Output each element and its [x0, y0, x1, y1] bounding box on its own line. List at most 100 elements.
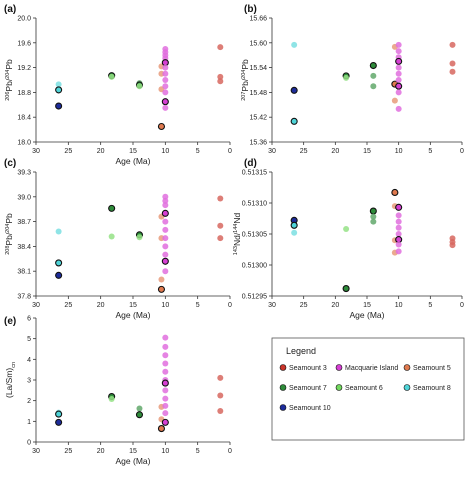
x-tick-label: 30 — [32, 148, 40, 155]
x-tick-label: 5 — [196, 148, 200, 155]
y-tick-label: 0.51310 — [242, 201, 267, 208]
x-tick-label: 25 — [64, 448, 72, 455]
data-point — [217, 392, 224, 399]
data-point — [162, 218, 169, 225]
data-point — [162, 70, 169, 77]
data-point — [395, 224, 402, 231]
data-point — [55, 259, 63, 267]
data-point — [157, 285, 166, 293]
data-point — [162, 410, 169, 417]
data-point — [162, 251, 169, 258]
data-point — [370, 72, 377, 79]
panel-4: (d) 0.51295 0.51300 0.51305 0.51310 0.51315 30… — [232, 158, 464, 320]
data-point — [161, 98, 169, 106]
data-point — [449, 242, 456, 249]
data-point — [395, 241, 402, 248]
y-axis-title: (La/Sm)cn — [4, 362, 17, 398]
data-point — [395, 64, 402, 71]
data-point — [162, 104, 169, 111]
data-point — [55, 81, 62, 88]
y-axis-title: 207Pb/204Pb — [240, 59, 250, 101]
data-point — [108, 233, 115, 240]
y-tick-label: 1 — [27, 419, 31, 426]
data-point — [162, 395, 169, 402]
data-point — [55, 271, 63, 279]
legend-marker — [335, 384, 343, 391]
data-point — [162, 268, 169, 275]
x-axis-title: Age (Ma) — [116, 310, 151, 320]
y-tick-label: 38.7 — [17, 219, 31, 226]
x-tick-label: 20 — [97, 302, 105, 309]
x-tick-label: 0 — [228, 302, 232, 309]
data-point — [136, 405, 143, 412]
y-tick-label: 2 — [27, 398, 31, 405]
data-point — [449, 68, 456, 75]
data-point — [290, 86, 298, 94]
y-tick-label: 15.54 — [249, 65, 267, 72]
y-tick-label: 20.0 — [17, 16, 31, 23]
x-tick-label: 10 — [395, 302, 403, 309]
data-point — [162, 387, 169, 394]
data-point — [395, 218, 402, 225]
y-tick-label: 0.51315 — [242, 170, 267, 177]
x-axis-title: Age (Ma) — [116, 156, 151, 166]
x-tick-label: 0 — [460, 302, 464, 309]
y-tick-label: 0.51305 — [242, 232, 267, 239]
x-tick-label: 20 — [331, 148, 339, 155]
data-point — [162, 334, 169, 341]
data-point — [395, 70, 402, 77]
data-point — [449, 60, 456, 67]
y-tick-label: 18.0 — [17, 140, 31, 147]
x-tick-label: 15 — [129, 148, 137, 155]
data-point — [162, 352, 169, 359]
data-point — [162, 226, 169, 233]
panel-label: (c) — [4, 158, 16, 169]
x-tick-label: 30 — [268, 148, 276, 155]
y-tick-label: 38.1 — [17, 269, 31, 276]
data-point — [291, 229, 298, 236]
data-point — [370, 83, 377, 90]
legend-frame — [271, 337, 465, 441]
data-point — [161, 379, 169, 387]
panel-label: (e) — [4, 316, 16, 327]
data-point — [449, 41, 456, 48]
data-point — [162, 368, 169, 375]
x-tick-label: 5 — [428, 148, 432, 155]
data-point — [161, 418, 169, 426]
data-point — [395, 77, 402, 83]
data-point — [157, 425, 166, 433]
x-axis-title: Age (Ma) — [350, 310, 385, 320]
legend-marker — [279, 364, 287, 371]
x-tick-label: 25 — [300, 148, 308, 155]
panel-label: (a) — [4, 4, 16, 15]
x-tick-label: 15 — [363, 302, 371, 309]
x-tick-label: 5 — [196, 448, 200, 455]
x-tick-label: 20 — [331, 302, 339, 309]
data-point — [217, 235, 224, 242]
x-tick-label: 10 — [395, 148, 403, 155]
y-tick-label: 0.51300 — [242, 263, 267, 270]
x-tick-label: 10 — [161, 448, 169, 455]
y-tick-label: 19.6 — [17, 40, 31, 47]
x-tick-label: 20 — [97, 448, 105, 455]
data-point — [162, 402, 169, 409]
legend-item-label: Seamount 8 — [413, 385, 451, 392]
y-tick-label: 18.8 — [17, 90, 31, 97]
y-tick-label: 15.48 — [249, 90, 267, 97]
legend-item-label: Seamount 7 — [289, 385, 327, 392]
data-point — [395, 89, 402, 96]
data-point — [395, 248, 402, 255]
data-point — [395, 212, 402, 219]
x-axis-title: Age (Ma) — [116, 456, 151, 466]
data-point — [343, 74, 350, 81]
data-point — [136, 83, 143, 90]
legend-item-label: Seamount 5 — [413, 365, 451, 372]
y-tick-label: 18.4 — [17, 115, 31, 122]
data-point — [162, 83, 169, 90]
y-tick-label: 37.8 — [17, 294, 31, 301]
panel-label: (d) — [244, 158, 257, 169]
y-axis-title: 208Pb/204Pb — [4, 213, 14, 255]
legend-item-label: Macquarie Island — [345, 365, 398, 372]
x-tick-label: 25 — [64, 148, 72, 155]
data-point — [217, 374, 224, 381]
